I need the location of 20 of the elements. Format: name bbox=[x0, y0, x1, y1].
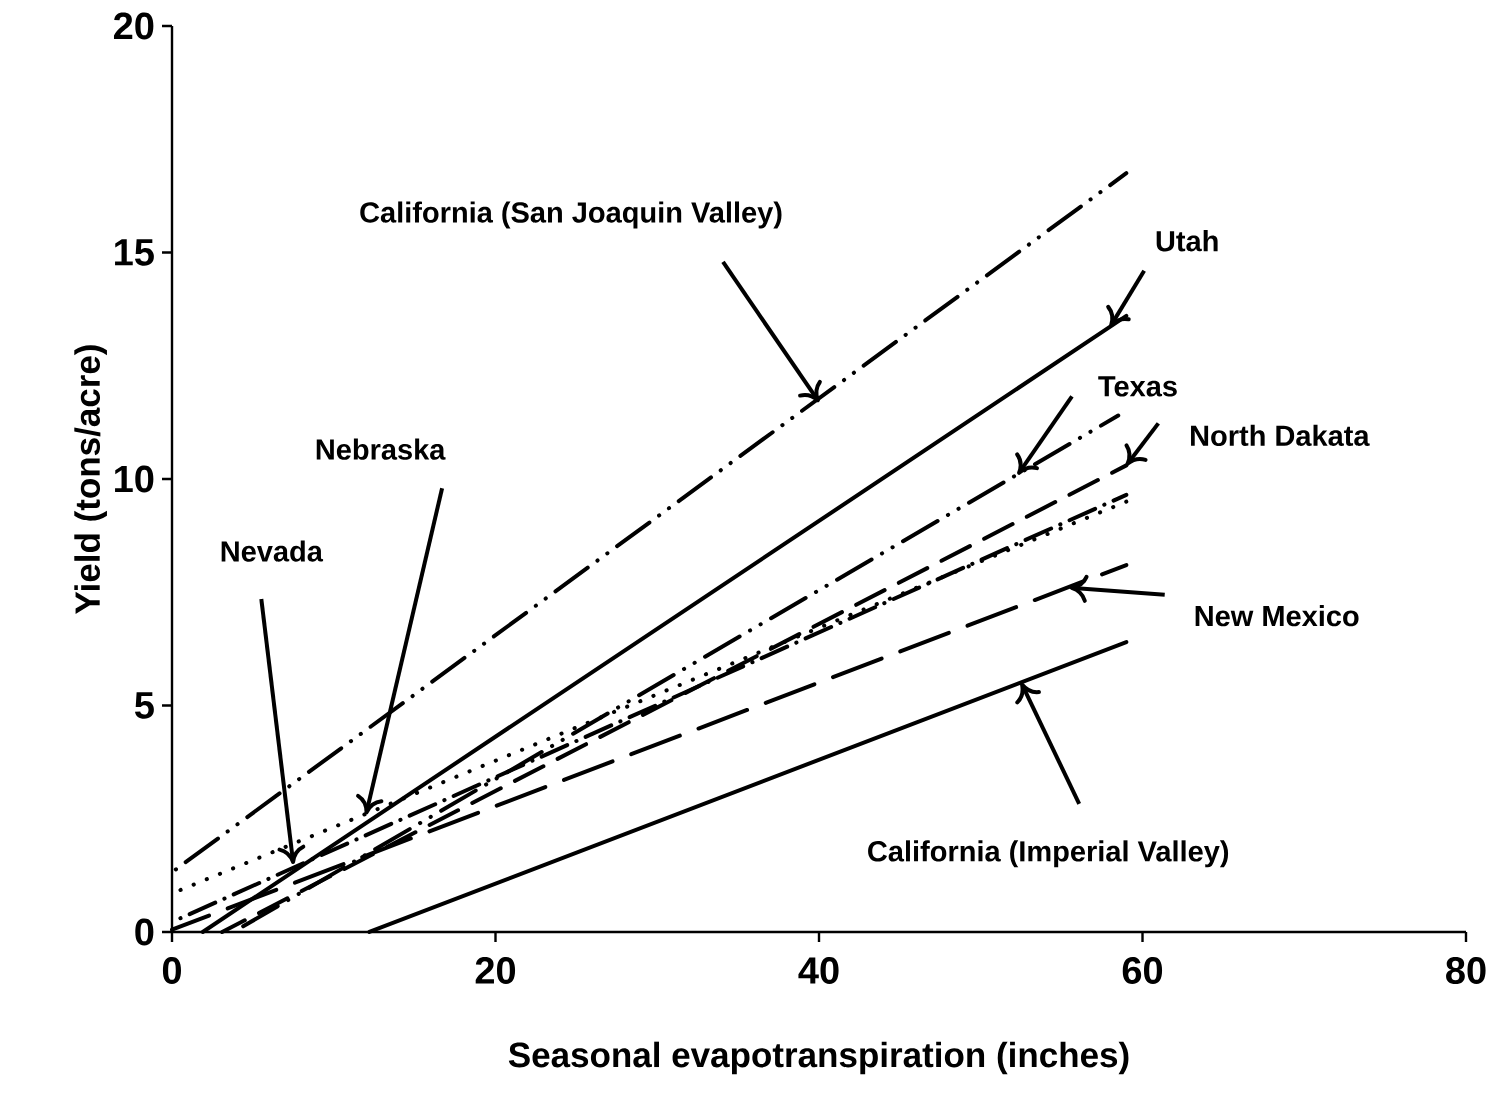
y-tick-label: 20 bbox=[113, 12, 154, 40]
x-tick-label: 20 bbox=[475, 957, 516, 984]
x-tick-label: 0 bbox=[162, 957, 182, 984]
annotation: New Mexico bbox=[1195, 605, 1359, 627]
y-tick-label: 10 bbox=[115, 465, 154, 493]
annotation: Nebraska bbox=[316, 438, 446, 460]
annotation: Texas bbox=[1098, 376, 1177, 397]
y-tick-label: 5 bbox=[134, 692, 154, 719]
x-tick-label: 60 bbox=[1122, 957, 1163, 984]
x-axis-title: Seasonal evapotranspiration (inches) bbox=[508, 1041, 1129, 1075]
y-tick-label: 15 bbox=[115, 239, 154, 266]
y-tick-label: 0 bbox=[135, 918, 154, 946]
annotation: California (San Joaquin Valley) bbox=[360, 201, 782, 229]
annotation: Nevada bbox=[221, 540, 324, 562]
x-tick-label: 80 bbox=[1446, 957, 1486, 984]
x-tick-label: 40 bbox=[798, 957, 839, 984]
annotation: Utah bbox=[1156, 230, 1218, 252]
y-axis-title: Yield (tons/acre) bbox=[74, 345, 107, 614]
annotation: California (Imperial Valley) bbox=[868, 840, 1229, 868]
annotation: North Dakata bbox=[1191, 424, 1370, 447]
